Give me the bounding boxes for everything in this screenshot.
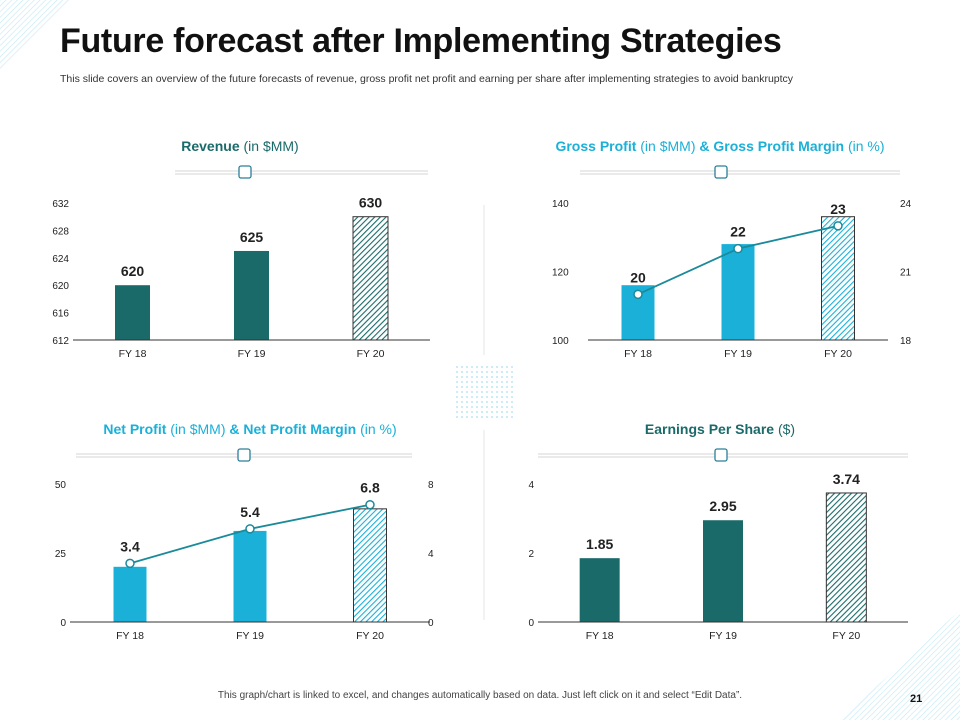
revenue-chart: 612 616 620 624 628 632 FY 18 FY 19 FY 20 620 625 6… bbox=[52, 165, 430, 360]
eps-chart-panel: Earnings Per Share ($) 0 2 4 FY 18 FY 19 FY 2… bbox=[510, 421, 930, 656]
bar-fy-20 bbox=[353, 508, 387, 623]
net-profit-chart-panel: Net Profit (in $MM) & Net Profit Margin … bbox=[40, 421, 460, 656]
x-tick-label: FY 18 bbox=[119, 348, 147, 360]
revenue-title-unit: (in $MM) bbox=[243, 138, 299, 154]
net-title-unit: (in $MM) bbox=[170, 421, 226, 437]
margin-point bbox=[633, 289, 643, 300]
gross-profit-chart-title: Gross Profit (in $MM) & Gross Profit Mar… bbox=[510, 138, 930, 154]
eps-chart: 0 2 4 FY 18 FY 19 FY 20 1.85 2.95 3.74 bbox=[528, 448, 908, 642]
revenue-title-bold: Revenue bbox=[181, 138, 240, 154]
title-handle-icon bbox=[237, 448, 251, 462]
bar-data-label: 625 bbox=[240, 229, 264, 245]
y-tick-label: 4 bbox=[528, 480, 534, 491]
gross-profit-chart: 100 120 140 18 21 24 FY 18 FY 19 FY 20 20 22 23 bbox=[552, 165, 912, 360]
y-tick-label: 25 bbox=[55, 549, 67, 560]
margin-data-label: 5.4 bbox=[240, 504, 260, 520]
bar-data-label: 1.85 bbox=[586, 536, 613, 552]
y2-tick-label: 4 bbox=[428, 549, 434, 560]
x-tick-label: FY 18 bbox=[586, 630, 614, 642]
title-handle-icon bbox=[714, 448, 728, 462]
gross-title-unit2: (in %) bbox=[847, 138, 885, 154]
net-title-unit2: (in %) bbox=[360, 421, 397, 437]
bar-fy-20 bbox=[352, 216, 389, 341]
margin-data-label: 3.4 bbox=[120, 538, 140, 554]
corner-decoration-top bbox=[0, 0, 70, 70]
margin-point bbox=[245, 524, 255, 534]
gross-title-bold2: & Gross Profit Margin bbox=[699, 138, 845, 154]
net-profit-chart-title: Net Profit (in $MM) & Net Profit Margin … bbox=[40, 421, 460, 437]
bar-fy-19 bbox=[234, 250, 269, 340]
revenue-chart-title: Revenue (in $MM) bbox=[40, 138, 440, 154]
margin-data-label: 20 bbox=[630, 269, 646, 285]
x-tick-label: FY 19 bbox=[236, 630, 264, 642]
title-handle-icon bbox=[714, 165, 728, 179]
y2-tick-label: 24 bbox=[900, 199, 912, 210]
revenue-chart-panel: Revenue (in $MM) 612 616 620 624 628 632 FY 18… bbox=[40, 138, 440, 373]
eps-title-unit: ($) bbox=[777, 421, 796, 437]
bar-fy-19 bbox=[721, 244, 755, 340]
y-tick-label: 620 bbox=[52, 281, 69, 292]
x-tick-label: FY 19 bbox=[238, 348, 266, 360]
y-tick-label: 616 bbox=[52, 309, 69, 320]
bar-data-label: 2.95 bbox=[709, 498, 736, 514]
y2-tick-label: 18 bbox=[900, 336, 912, 347]
eps-title-bold: Earnings Per Share bbox=[644, 421, 775, 437]
bar-fy-19 bbox=[703, 520, 743, 622]
y-tick-label: 120 bbox=[552, 268, 569, 279]
gross-profit-chart-panel: Gross Profit (in $MM) & Gross Profit Mar… bbox=[510, 138, 930, 373]
x-tick-label: FY 19 bbox=[724, 348, 752, 360]
corner-decoration-bottom bbox=[840, 610, 960, 720]
y2-tick-label: 8 bbox=[428, 480, 434, 491]
page-title: Future forecast after Implementing Strat… bbox=[60, 22, 782, 60]
y-tick-label: 612 bbox=[52, 336, 69, 347]
x-tick-label: FY 20 bbox=[824, 348, 852, 360]
y2-tick-label: 21 bbox=[900, 268, 912, 279]
x-tick-label: FY 18 bbox=[624, 348, 652, 360]
margin-point bbox=[365, 499, 375, 510]
y-tick-label: 0 bbox=[528, 618, 534, 629]
net-profit-chart: 0 25 50 0 4 8 FY 18 FY 19 FY 20 3.4 5.4 6.8 bbox=[55, 448, 434, 642]
margin-data-label: 23 bbox=[830, 201, 846, 217]
bar-fy-20 bbox=[821, 216, 855, 341]
y-tick-label: 0 bbox=[60, 618, 66, 629]
bar-fy-18 bbox=[579, 558, 620, 622]
footer-note: This graph/chart is linked to excel, and… bbox=[217, 690, 743, 701]
x-tick-label: FY 18 bbox=[116, 630, 144, 642]
margin-point bbox=[833, 221, 843, 231]
margin-point bbox=[125, 558, 135, 569]
y-tick-label: 628 bbox=[52, 226, 69, 237]
title-handle-icon bbox=[238, 165, 252, 179]
eps-chart-title: Earnings Per Share ($) bbox=[510, 421, 930, 437]
bar-data-label: 3.74 bbox=[833, 471, 860, 487]
x-tick-label: FY 20 bbox=[357, 348, 385, 360]
x-tick-label: FY 19 bbox=[709, 630, 737, 642]
page-subtitle: This slide covers an overview of the fut… bbox=[60, 73, 794, 85]
bar-fy-20 bbox=[825, 492, 867, 623]
margin-point bbox=[733, 243, 743, 254]
bar-data-label: 620 bbox=[121, 263, 145, 279]
gross-title-bold: Gross Profit bbox=[555, 138, 637, 154]
bar-data-label: 630 bbox=[359, 195, 383, 211]
dot-grid-decoration bbox=[456, 366, 513, 418]
bar-fy-18 bbox=[115, 285, 150, 340]
margin-data-label: 22 bbox=[730, 224, 746, 240]
x-tick-label: FY 20 bbox=[356, 630, 384, 642]
x-tick-label: FY 20 bbox=[832, 630, 860, 642]
page-number: 21 bbox=[910, 693, 923, 705]
y-tick-label: 2 bbox=[528, 549, 534, 560]
net-title-bold: Net Profit bbox=[103, 421, 167, 437]
y-tick-label: 624 bbox=[52, 254, 69, 265]
bar-fy-18 bbox=[113, 566, 147, 622]
net-title-bold2: & Net Profit Margin bbox=[229, 421, 357, 437]
y-tick-label: 50 bbox=[55, 480, 67, 491]
y-tick-label: 632 bbox=[52, 199, 69, 210]
bar-fy-19 bbox=[233, 530, 267, 622]
gross-title-unit: (in $MM) bbox=[640, 138, 696, 154]
y-tick-label: 100 bbox=[552, 336, 569, 347]
y2-tick-label: 0 bbox=[428, 618, 434, 629]
y-tick-label: 140 bbox=[552, 199, 569, 210]
margin-data-label: 6.8 bbox=[360, 480, 380, 496]
